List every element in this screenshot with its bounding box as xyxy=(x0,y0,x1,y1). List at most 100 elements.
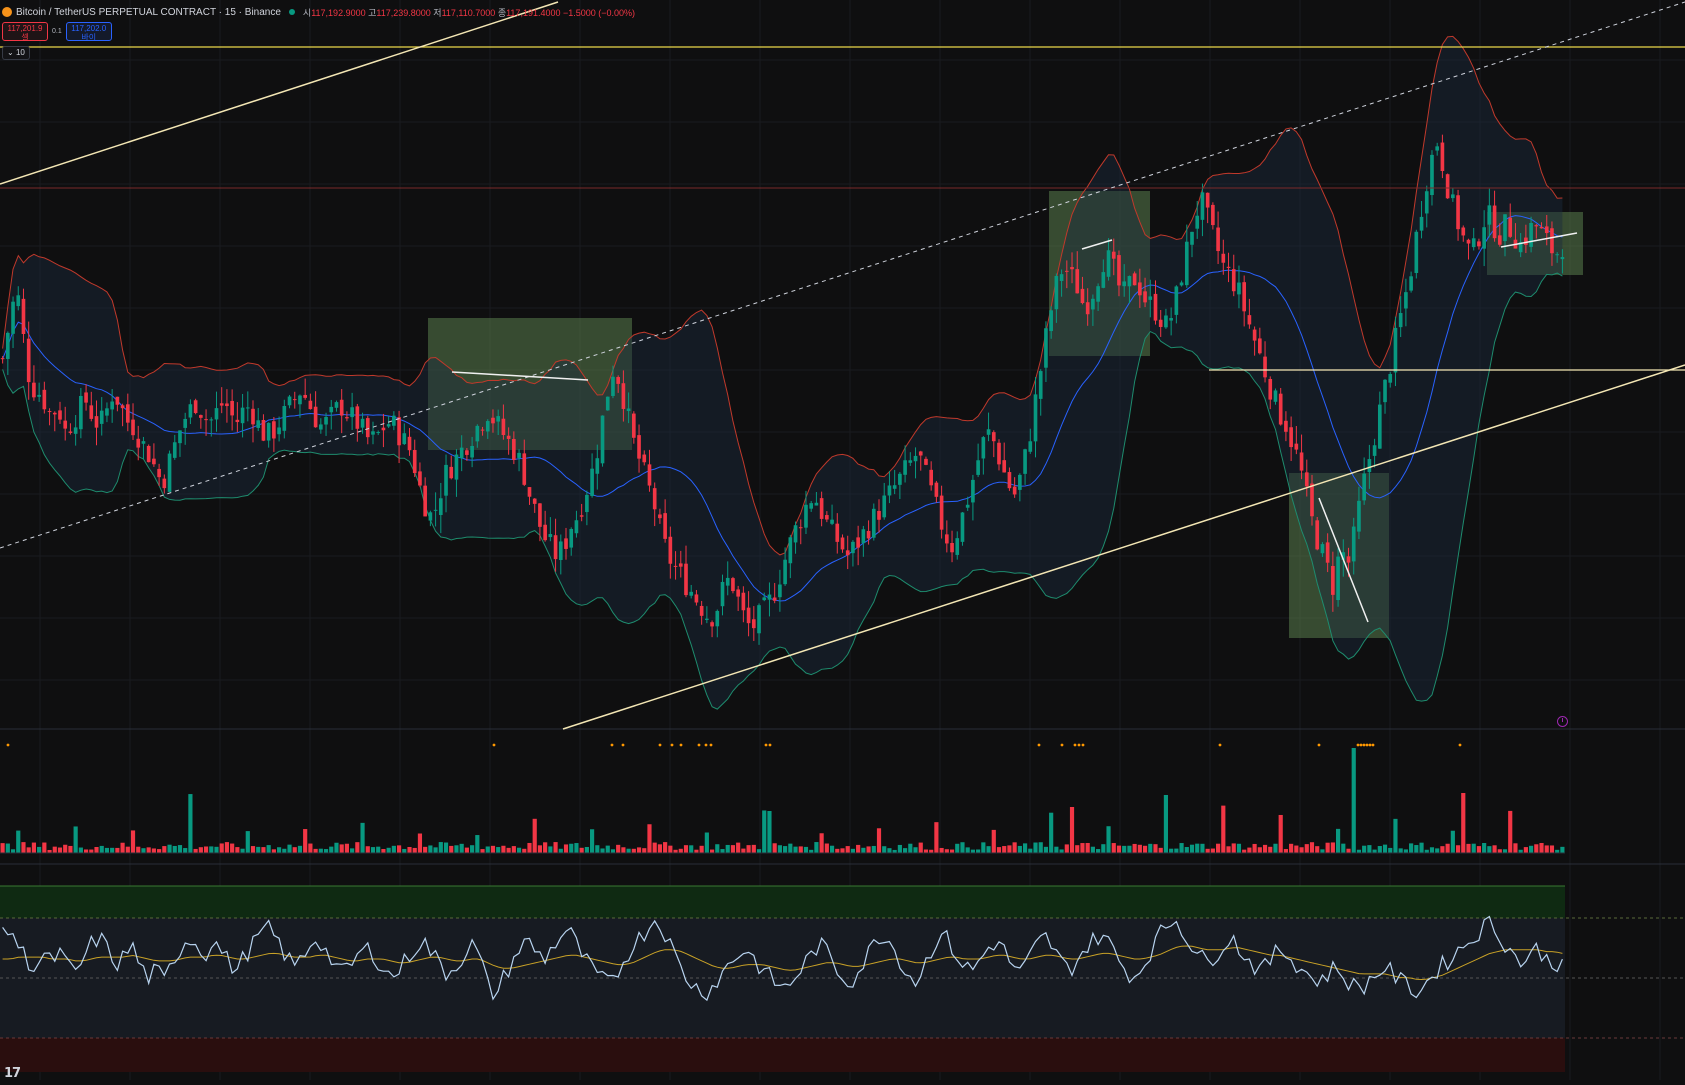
volume-bar xyxy=(558,848,563,853)
candle-body xyxy=(647,464,652,486)
candle-body xyxy=(376,432,381,434)
candle-body xyxy=(407,436,412,451)
candle-body xyxy=(318,424,323,430)
volume-bar xyxy=(292,847,297,853)
volume-bar xyxy=(1116,845,1122,853)
volume-bar xyxy=(960,842,965,853)
volume-bar xyxy=(1257,847,1262,853)
candle-body xyxy=(141,441,146,444)
volume-bar xyxy=(1299,847,1304,853)
volume-bar xyxy=(167,844,172,853)
candle-body xyxy=(1080,288,1085,304)
volume-bar xyxy=(428,845,433,853)
volume-bar xyxy=(1007,845,1012,853)
volume-marker xyxy=(704,743,708,747)
candle-body xyxy=(1336,556,1340,601)
candle-body xyxy=(522,453,527,485)
volume-marker xyxy=(1218,743,1222,747)
candle-body xyxy=(459,447,464,459)
symbol-legend[interactable]: Bitcoin / TetherUS PERPETUAL CONTRACT · … xyxy=(2,4,635,20)
buy-price: 117,202.0 xyxy=(71,24,107,33)
candle-body xyxy=(699,605,704,616)
volume-bar xyxy=(647,824,652,853)
volume-bar xyxy=(590,829,595,853)
volume-bar xyxy=(678,848,683,853)
volume-bar xyxy=(1142,845,1148,853)
volume-bar xyxy=(1482,843,1487,853)
volume-bar xyxy=(198,847,203,853)
sell-button[interactable]: 117,201.9 셀 xyxy=(2,22,48,42)
volume-bar xyxy=(0,843,5,853)
candle-body xyxy=(1195,215,1200,229)
candle-body xyxy=(908,460,913,463)
candle-body xyxy=(971,479,975,503)
clock-icon[interactable] xyxy=(1557,716,1568,727)
open-label: 시 xyxy=(302,7,312,18)
volume-bar xyxy=(1320,849,1325,853)
candle-body xyxy=(272,421,276,439)
candle-body xyxy=(178,430,182,444)
volume-bar xyxy=(1455,845,1461,853)
candle-body xyxy=(595,458,600,474)
volume-bar xyxy=(1508,810,1513,853)
candle-body xyxy=(903,460,907,475)
candle-body xyxy=(997,442,1001,465)
candle-body xyxy=(99,410,104,424)
volume-bar xyxy=(1242,849,1247,853)
drawn-segment-1 xyxy=(451,371,589,381)
candle-body xyxy=(1148,296,1153,300)
volume-bar xyxy=(897,844,902,853)
bb-lower-line xyxy=(2,272,1563,710)
candle-body xyxy=(1482,227,1486,249)
lower-trendline xyxy=(562,364,1685,730)
candle-body xyxy=(564,538,568,549)
candle-body xyxy=(1111,251,1116,259)
indicator-toggle-button[interactable]: ⌄ 10 xyxy=(2,46,30,60)
candle-body xyxy=(0,358,5,360)
volume-bar xyxy=(1033,842,1038,853)
candle-body xyxy=(303,394,308,398)
volume-bar xyxy=(709,849,715,853)
volume-bar xyxy=(10,849,16,853)
volume-bar xyxy=(1497,849,1502,853)
volume-marker xyxy=(1362,743,1366,747)
volume-bar xyxy=(1268,846,1273,853)
candle-body xyxy=(261,419,266,441)
volume-marker xyxy=(621,743,625,747)
candle-body xyxy=(298,395,302,405)
volume-bar xyxy=(783,846,788,853)
candle-body xyxy=(209,419,214,421)
symbol-title[interactable]: Bitcoin / TetherUS PERPETUAL CONTRACT · … xyxy=(16,6,281,18)
candle-body xyxy=(1534,225,1539,227)
volume-bar xyxy=(746,845,751,853)
volume-bar xyxy=(1075,845,1080,853)
volume-marker xyxy=(658,743,662,747)
candle-body xyxy=(955,538,960,555)
volume-bar xyxy=(1398,848,1403,853)
sell-label: 셀 xyxy=(21,33,29,42)
candle-body xyxy=(360,418,365,428)
candle-body xyxy=(1310,483,1314,517)
volume-bar xyxy=(313,848,318,853)
candle-body xyxy=(882,495,887,518)
volume-bar xyxy=(579,847,584,853)
candle-body xyxy=(626,408,631,411)
volume-bar xyxy=(511,846,516,853)
candle-body xyxy=(89,405,94,419)
candle-body xyxy=(678,563,683,567)
candle-body xyxy=(960,512,965,542)
tradingview-logo-icon[interactable]: 17 xyxy=(4,1066,21,1081)
volume-bar xyxy=(1492,845,1497,853)
buy-button[interactable]: 117,202.0 바이 xyxy=(65,22,112,42)
candle-body xyxy=(94,416,99,428)
candle-body xyxy=(1461,227,1466,236)
candle-body xyxy=(913,455,918,462)
candle-body xyxy=(929,469,934,486)
candle-body xyxy=(574,520,579,534)
volume-bar xyxy=(819,833,824,853)
candle-body xyxy=(58,410,62,420)
candle-body xyxy=(1555,254,1560,256)
volume-bar xyxy=(1210,848,1215,853)
